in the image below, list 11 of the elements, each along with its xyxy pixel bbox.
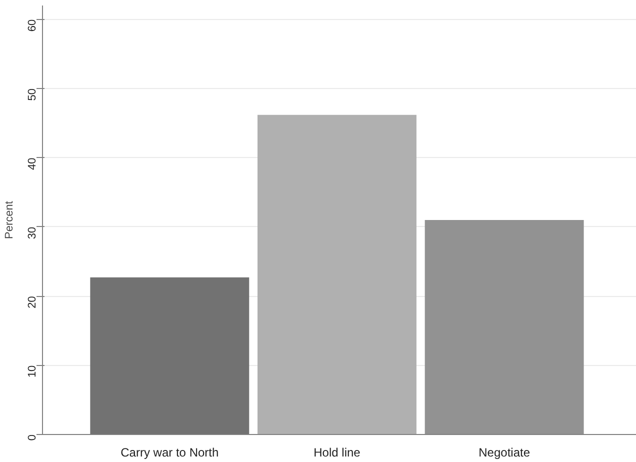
y-tick-label: 20 bbox=[26, 296, 38, 308]
y-tick-label: 60 bbox=[26, 19, 38, 32]
x-tick-label: Negotiate bbox=[478, 446, 530, 460]
y-tick-label: 50 bbox=[26, 88, 38, 101]
y-tick-label: 10 bbox=[26, 365, 38, 378]
x-tick-label: Hold line bbox=[314, 446, 361, 460]
y-tick-label: 0 bbox=[26, 434, 38, 441]
y-tick-label: 30 bbox=[26, 226, 38, 240]
y-axis-title: Percent bbox=[4, 201, 16, 239]
x-tick-label: Carry war to North bbox=[120, 446, 219, 460]
y-tick-label: 40 bbox=[26, 158, 38, 170]
